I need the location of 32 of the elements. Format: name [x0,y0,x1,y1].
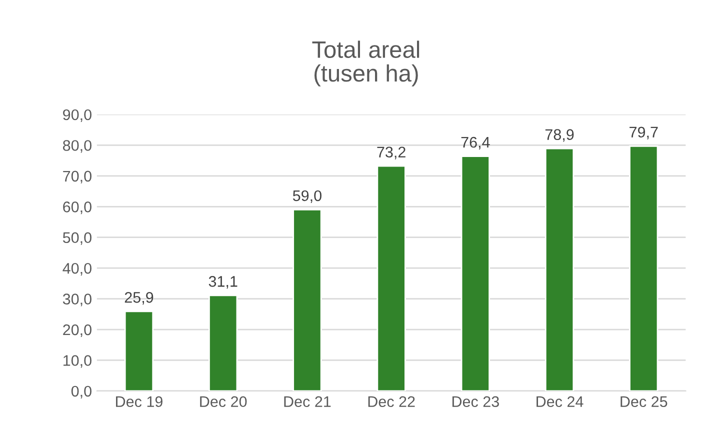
y-tick-label: 30,0 [62,294,92,306]
y-tick-label: 90,0 [63,109,92,122]
bar [376,165,406,391]
y-tick-label: 40,0 [62,262,92,276]
data-label: 25,9 [124,292,154,305]
bar [460,156,490,391]
y-tick-label: 10,0 [64,355,92,368]
y-tick-label: 0,0 [71,386,92,398]
x-tick-label: Dec 22 [368,396,415,408]
chart-title: Total areal (tusen ha) [312,40,420,86]
bar [629,145,658,391]
x-tick-label: Dec 25 [620,396,668,408]
bar [208,294,238,391]
data-label: 59,0 [292,190,322,203]
y-tick-label: 80,0 [63,140,92,153]
x-tick-label: Dec 20 [200,396,247,408]
data-label: 78,9 [545,129,574,142]
y-tick-label: 70,0 [63,170,92,184]
x-tick-label: Dec 23 [452,396,499,408]
x-tick-label: Dec 21 [284,396,331,408]
bar [124,310,154,391]
x-tick-label: Dec 24 [536,396,584,408]
y-tick-label: 60,0 [63,202,92,214]
bar [544,148,574,391]
y-tick-label: 50,0 [62,232,92,245]
bar [292,209,322,391]
y-tick-label: 20,0 [63,324,92,338]
data-label: 73,2 [377,146,406,160]
data-label: 76,4 [461,136,490,150]
data-label: 79,7 [630,126,658,140]
data-label: 31,1 [208,276,238,289]
x-tick-label: Dec 19 [116,396,162,408]
